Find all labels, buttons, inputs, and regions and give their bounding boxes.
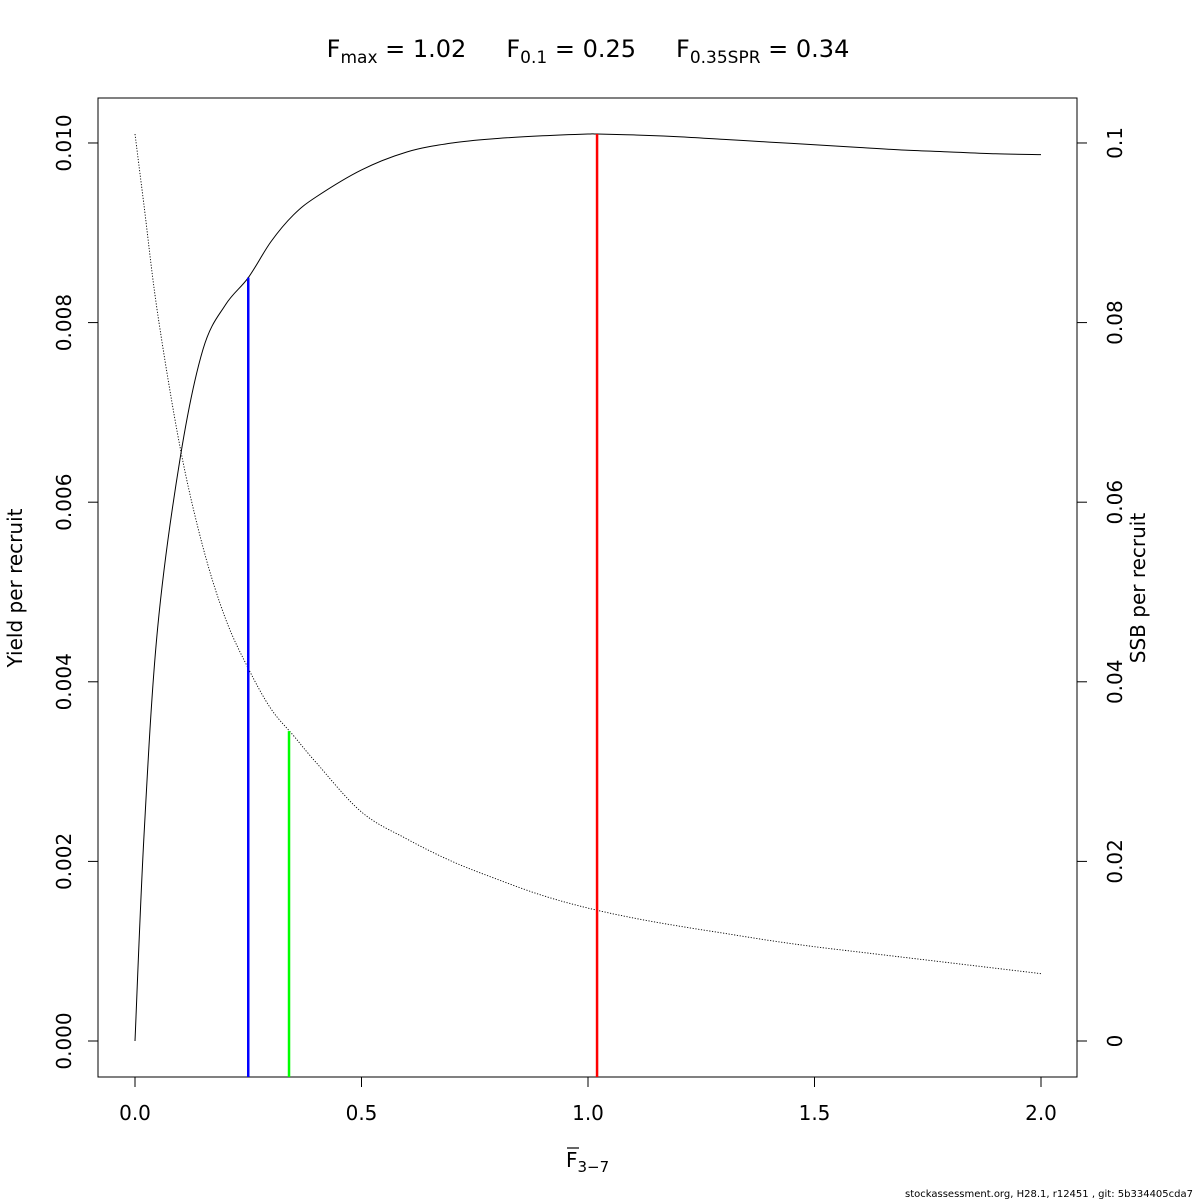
x-tick-label: 1.0 (572, 1101, 604, 1125)
y-right-tick-label: 0 (1103, 1035, 1127, 1048)
x-tick-label: 0.0 (119, 1101, 151, 1125)
plot-frame (97, 97, 1078, 1078)
title-fmax-symbol: F (327, 35, 341, 63)
x-tick-label: 0.5 (346, 1101, 378, 1125)
x-axis-title-symbol: F (566, 1148, 578, 1172)
y-right-tick-label: 0.02 (1103, 839, 1127, 884)
x-axis-title-sub: 3−7 (578, 1158, 610, 1176)
svg-text:F3−7: F3−7 (566, 1148, 609, 1176)
footer-credit: stockassessment.org, H28.1, r12451 , git… (905, 1189, 1193, 1200)
y-right-tick-label: 0.1 (1103, 127, 1127, 159)
ssb-per-recruit-line (134, 133, 1042, 975)
y-axis-right: 0 0.02 0.04 0.06 0.08 0.1 (1077, 127, 1127, 1047)
title-f01-sub: 0.1 (520, 48, 547, 68)
y-left-tick-label: 0.002 (52, 833, 76, 890)
title-fspr-sub: 0.35SPR (690, 48, 761, 68)
y-left-tick-label: 0.006 (52, 474, 76, 531)
title-f01-value: 0.25 (583, 35, 636, 63)
title-fmax-sub: max (340, 48, 377, 68)
y-axis-right-title: SSB per recruit (1126, 513, 1150, 664)
title-fspr-value: 0.34 (796, 35, 849, 63)
y-right-tick-label: 0.08 (1103, 300, 1127, 345)
title-fmax-eq: = (378, 35, 413, 63)
y-axis-left: 0.000 0.002 0.004 0.006 0.008 0.010 (52, 114, 98, 1070)
reference-lines (247, 134, 599, 1077)
title-fmax-value: 1.02 (413, 35, 466, 63)
title-fspr-symbol: F (676, 35, 690, 63)
chart-title: Fmax = 1.02 F0.1 = 0.25 F0.35SPR = 0.34 (327, 35, 850, 68)
yield-per-recruit-line (134, 133, 1042, 1042)
y-left-tick-label: 0.000 (52, 1012, 76, 1069)
series-layer (134, 133, 1042, 1042)
y-left-tick-label: 0.010 (52, 114, 76, 171)
x-axis: 0.0 0.5 1.0 1.5 2.0 (119, 1077, 1057, 1125)
title-f01-eq: = (547, 35, 582, 63)
title-f01-symbol: F (506, 35, 520, 63)
y-right-tick-label: 0.06 (1103, 480, 1127, 525)
y-right-tick-label: 0.04 (1103, 660, 1127, 705)
title-fspr-eq: = (761, 35, 796, 63)
y-left-tick-label: 0.008 (52, 294, 76, 351)
x-tick-label: 2.0 (1025, 1101, 1057, 1125)
y-left-tick-label: 0.004 (52, 653, 76, 710)
y-axis-left-title: Yield per recruit (3, 508, 27, 668)
x-tick-label: 1.5 (799, 1101, 831, 1125)
x-axis-title: F3−7 (566, 1147, 609, 1176)
